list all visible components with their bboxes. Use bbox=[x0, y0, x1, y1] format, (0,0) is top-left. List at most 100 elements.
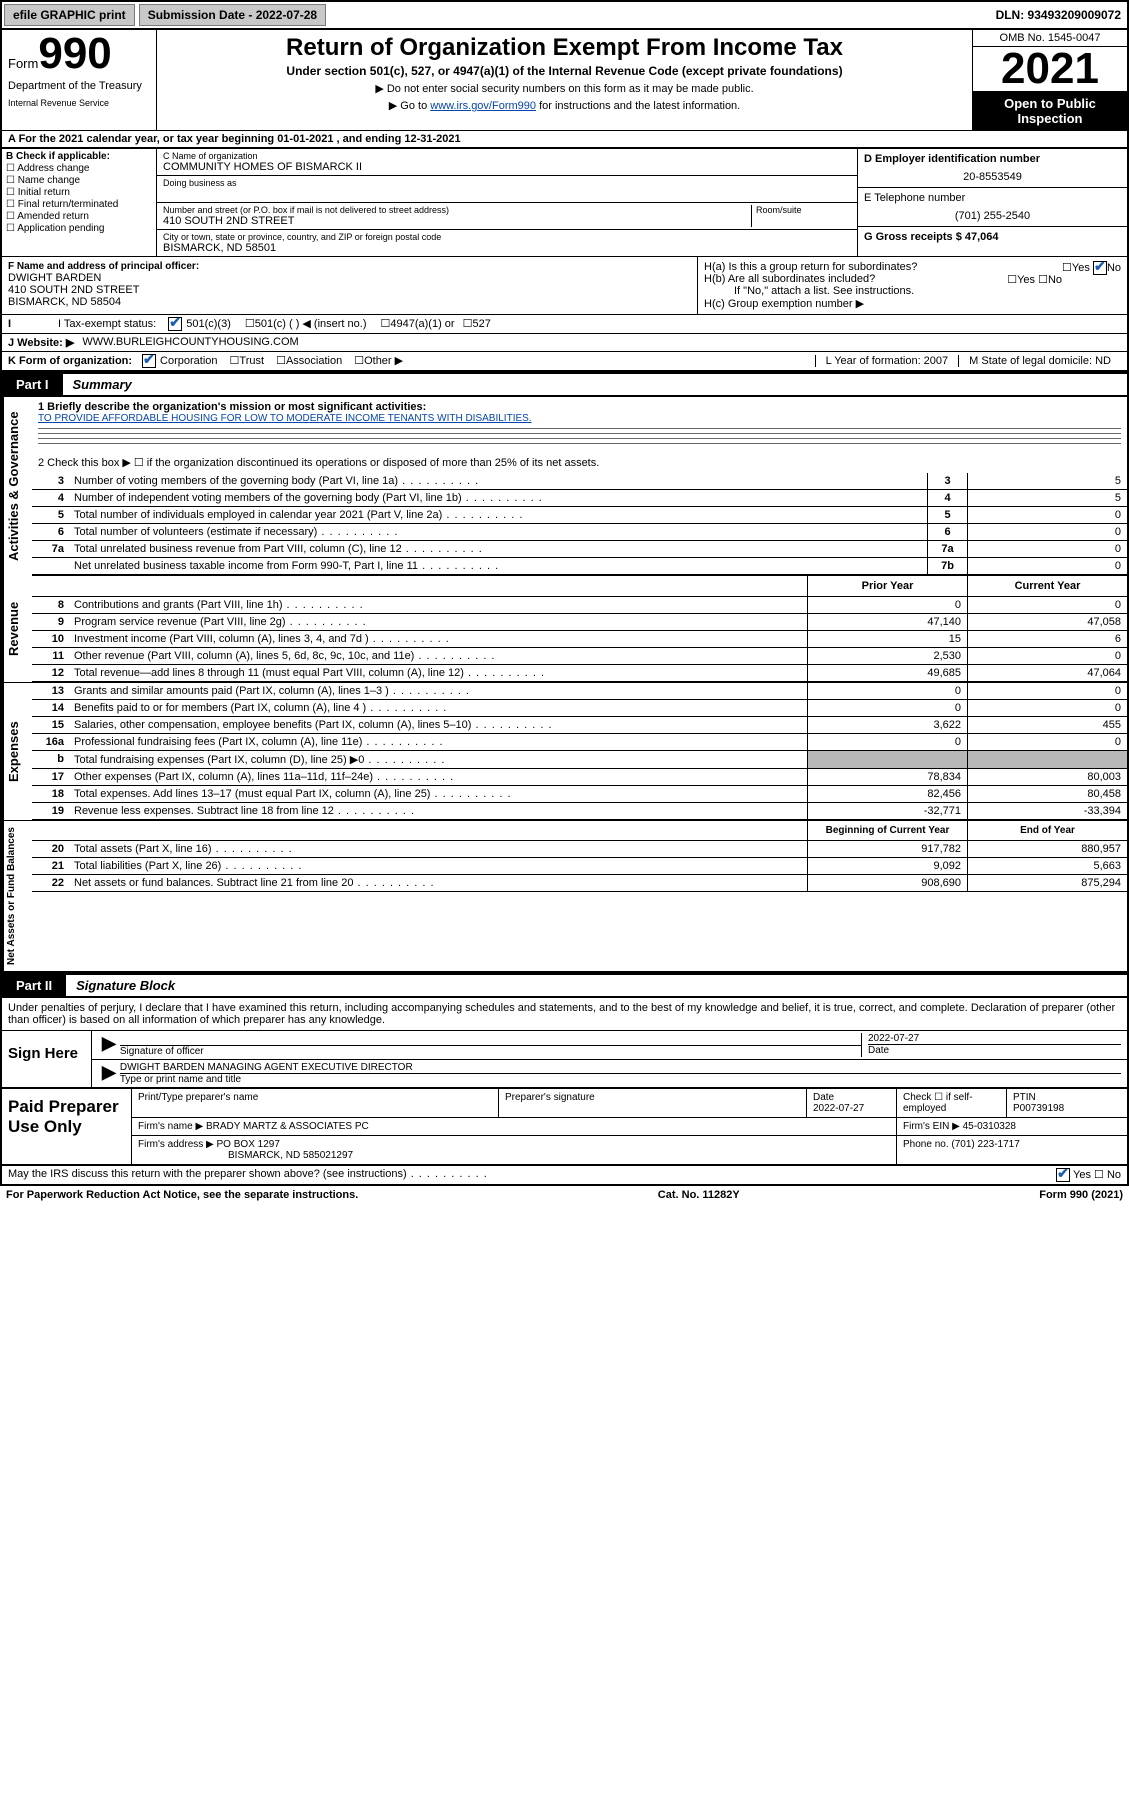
city-value: BISMARCK, ND 58501 bbox=[163, 242, 851, 254]
i-opt-501c: 501(c) ( ) ◀ (insert no.) bbox=[255, 317, 367, 330]
prep-self-employed[interactable]: Check ☐ if self-employed bbox=[897, 1089, 1007, 1117]
form-header: Form990 Department of the Treasury Inter… bbox=[0, 30, 1129, 130]
firm-addr-label: Firm's address ▶ bbox=[138, 1139, 214, 1150]
check-initial[interactable]: ☐ Initial return bbox=[6, 187, 152, 198]
tax-year: 2021 bbox=[973, 47, 1127, 92]
check-amended[interactable]: ☐ Amended return bbox=[6, 211, 152, 222]
data-row: 21Total liabilities (Part X, line 26)9,0… bbox=[32, 858, 1127, 875]
k-opt-other: Other ▶ bbox=[364, 354, 403, 367]
data-row: 14Benefits paid to or for members (Part … bbox=[32, 700, 1127, 717]
form-word: Form bbox=[8, 56, 38, 71]
col-prior-year: Prior Year bbox=[807, 576, 967, 596]
dba-value bbox=[163, 188, 851, 200]
sign-here-block: Sign Here ▶ Signature of officer 2022-07… bbox=[0, 1030, 1129, 1089]
street-label: Number and street (or P.O. box if mail i… bbox=[163, 205, 751, 215]
section-b-block: B Check if applicable: ☐ Address change … bbox=[0, 149, 1129, 257]
j-label: J Website: ▶ bbox=[8, 336, 74, 349]
col-boy: Beginning of Current Year bbox=[807, 821, 967, 840]
data-row: 12Total revenue—add lines 8 through 11 (… bbox=[32, 665, 1127, 682]
check-address[interactable]: ☐ Address change bbox=[6, 163, 152, 174]
hb-question: H(b) Are all subordinates included? ☐Yes… bbox=[704, 273, 1121, 285]
row-a-period: A For the 2021 calendar year, or tax yea… bbox=[0, 130, 1129, 149]
data-row: bTotal fundraising expenses (Part IX, co… bbox=[32, 751, 1127, 769]
sig-date-label: Date bbox=[868, 1045, 889, 1056]
k-label: K Form of organization: bbox=[8, 355, 132, 367]
firm-ein-label: Firm's EIN ▶ bbox=[903, 1121, 960, 1132]
city-label: City or town, state or province, country… bbox=[163, 232, 851, 242]
prep-ptin-value: P00739198 bbox=[1013, 1103, 1064, 1114]
side-label-expenses: Expenses bbox=[2, 683, 32, 820]
may-irs-yes-checkbox[interactable] bbox=[1056, 1168, 1070, 1182]
dept-line1: Department of the Treasury bbox=[8, 80, 150, 92]
instr2-prefix: ▶ Go to bbox=[389, 100, 430, 112]
check-pending[interactable]: ☐ Application pending bbox=[6, 223, 152, 234]
i-label: I bbox=[8, 318, 58, 330]
paid-preparer-label: Paid Preparer Use Only bbox=[2, 1089, 132, 1164]
open-to-public: Open to PublicInspection bbox=[973, 92, 1127, 130]
instr2-suffix: for instructions and the latest informat… bbox=[536, 100, 740, 112]
sig-date-value: 2022-07-27 bbox=[868, 1033, 1121, 1044]
col-eoy: End of Year bbox=[967, 821, 1127, 840]
firm-addr1: PO BOX 1297 bbox=[217, 1139, 280, 1150]
row-j: J Website: ▶ WWW.BURLEIGHCOUNTYHOUSING.C… bbox=[0, 334, 1129, 352]
k-corp-checkbox[interactable] bbox=[142, 354, 156, 368]
data-row: 8Contributions and grants (Part VIII, li… bbox=[32, 597, 1127, 614]
efile-button[interactable]: efile GRAPHIC print bbox=[4, 4, 135, 26]
governance-row: 7aTotal unrelated business revenue from … bbox=[32, 541, 1127, 558]
hc-question: H(c) Group exemption number ▶ bbox=[704, 297, 1121, 310]
check-name[interactable]: ☐ Name change bbox=[6, 175, 152, 186]
room-label: Room/suite bbox=[756, 205, 851, 215]
instruction-1: ▶ Do not enter social security numbers o… bbox=[165, 82, 964, 95]
firm-addr2: BISMARCK, ND 585021297 bbox=[138, 1150, 353, 1161]
submission-date-button[interactable]: Submission Date - 2022-07-28 bbox=[139, 4, 326, 26]
sig-officer-label: Signature of officer bbox=[120, 1046, 204, 1057]
l-year: L Year of formation: 2007 bbox=[815, 355, 959, 367]
may-irs-text: May the IRS discuss this return with the… bbox=[8, 1168, 488, 1182]
footer-center: Cat. No. 11282Y bbox=[658, 1189, 740, 1201]
part2-header: Part II Signature Block bbox=[0, 973, 1129, 998]
i-opt-527: 527 bbox=[472, 318, 490, 330]
k-opt-assoc: Association bbox=[286, 355, 342, 367]
footer-right: Form 990 (2021) bbox=[1039, 1189, 1123, 1201]
data-row: 15Salaries, other compensation, employee… bbox=[32, 717, 1127, 734]
data-row: 9Program service revenue (Part VIII, lin… bbox=[32, 614, 1127, 631]
prep-col1: Print/Type preparer's name bbox=[132, 1089, 499, 1117]
hb-note: If "No," attach a list. See instructions… bbox=[704, 285, 1121, 297]
firm-phone-value: (701) 223-1717 bbox=[951, 1139, 1019, 1150]
expenses-section: Expenses 13Grants and similar amounts pa… bbox=[0, 683, 1129, 821]
row-i: I I Tax-exempt status: 501(c)(3) ☐ 501(c… bbox=[0, 315, 1129, 334]
governance-row: 4Number of independent voting members of… bbox=[32, 490, 1127, 507]
dln-label: DLN: 93493209009072 bbox=[990, 5, 1127, 25]
c-name-label: C Name of organization bbox=[163, 151, 851, 161]
line2: 2 Check this box ▶ ☐ if the organization… bbox=[32, 452, 1127, 473]
part1-header: Part I Summary bbox=[0, 372, 1129, 397]
f-street: 410 SOUTH 2ND STREET bbox=[8, 284, 691, 296]
d-ein-value: 20-8553549 bbox=[864, 171, 1121, 183]
governance-row: 6Total number of volunteers (estimate if… bbox=[32, 524, 1127, 541]
firm-ein-value: 45-0310328 bbox=[963, 1121, 1016, 1132]
i-text: I Tax-exempt status: bbox=[58, 318, 156, 330]
signature-paragraph: Under penalties of perjury, I declare th… bbox=[0, 998, 1129, 1030]
topbar: efile GRAPHIC print Submission Date - 20… bbox=[0, 0, 1129, 30]
k-opt-trust: Trust bbox=[239, 355, 264, 367]
irs-link[interactable]: www.irs.gov/Form990 bbox=[430, 100, 536, 112]
paid-preparer-block: Paid Preparer Use Only Print/Type prepar… bbox=[0, 1089, 1129, 1166]
footer-left: For Paperwork Reduction Act Notice, see … bbox=[6, 1189, 358, 1201]
activities-governance: Activities & Governance 1 Briefly descri… bbox=[0, 397, 1129, 575]
data-row: 17Other expenses (Part IX, column (A), l… bbox=[32, 769, 1127, 786]
form-subtitle: Under section 501(c), 527, or 4947(a)(1)… bbox=[165, 64, 964, 78]
ha-no-checkbox[interactable] bbox=[1093, 261, 1107, 275]
c-name-value: COMMUNITY HOMES OF BISMARCK II bbox=[163, 161, 851, 173]
firm-name-value: BRADY MARTZ & ASSOCIATES PC bbox=[206, 1121, 369, 1132]
i-501c3-checkbox[interactable] bbox=[168, 317, 182, 331]
mission-text: TO PROVIDE AFFORDABLE HOUSING FOR LOW TO… bbox=[38, 413, 1121, 424]
check-final[interactable]: ☐ Final return/terminated bbox=[6, 199, 152, 210]
dept-line2: Internal Revenue Service bbox=[8, 98, 150, 108]
governance-row: 3Number of voting members of the governi… bbox=[32, 473, 1127, 490]
i-opt-4947: 4947(a)(1) or bbox=[390, 318, 454, 330]
instruction-2: ▶ Go to www.irs.gov/Form990 for instruct… bbox=[165, 99, 964, 112]
j-website[interactable]: WWW.BURLEIGHCOUNTYHOUSING.COM bbox=[82, 336, 298, 348]
data-row: 18Total expenses. Add lines 13–17 (must … bbox=[32, 786, 1127, 803]
data-row: 16aProfessional fundraising fees (Part I… bbox=[32, 734, 1127, 751]
part1-tag: Part I bbox=[2, 374, 63, 395]
